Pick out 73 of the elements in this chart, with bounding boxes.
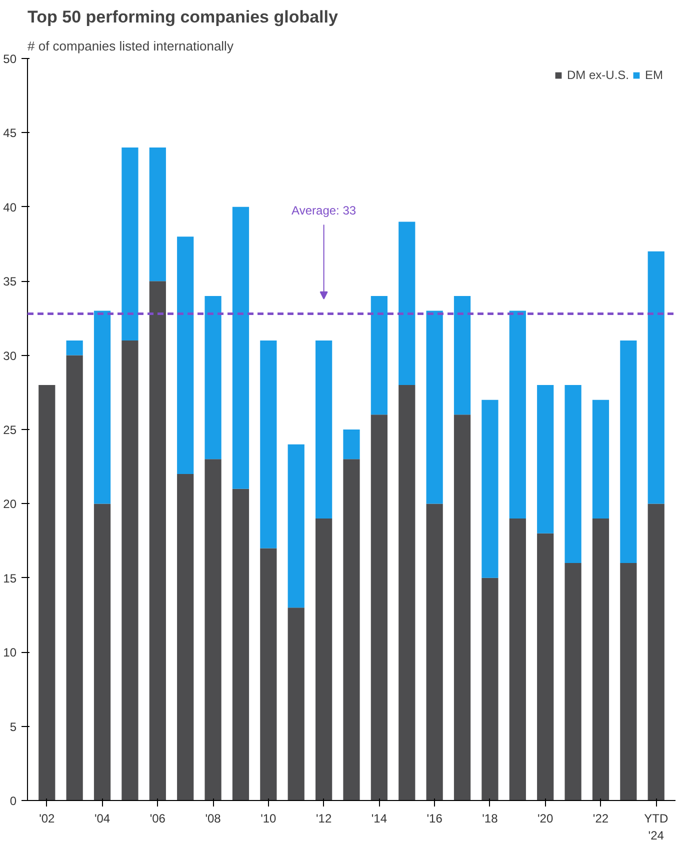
bar <box>177 236 194 474</box>
y-tick-label: 5 <box>10 720 17 734</box>
bar <box>592 518 610 800</box>
bar <box>620 563 637 800</box>
x-tick-label: '06 <box>150 812 166 826</box>
bar <box>288 444 304 608</box>
bar <box>177 474 194 800</box>
y-tick-label: 30 <box>3 348 17 363</box>
bar <box>564 563 582 800</box>
bar <box>94 310 111 504</box>
bar <box>537 384 554 534</box>
bar <box>454 414 471 800</box>
chart-subtitle: # of companies listed internationally <box>28 38 234 54</box>
bar <box>537 533 554 800</box>
bar <box>288 608 304 800</box>
bar <box>316 340 332 519</box>
bar <box>620 340 637 564</box>
chart-title: Top 50 performing companies globally <box>28 8 339 26</box>
legend-label: EM <box>645 68 664 82</box>
bar <box>66 355 83 800</box>
bar <box>260 340 277 548</box>
x-tick-label: '14 <box>371 812 388 826</box>
y-tick-label: 0 <box>10 794 17 808</box>
y-tick-label: 45 <box>3 126 17 140</box>
bar <box>232 206 250 489</box>
legend-label: DM ex-U.S. <box>566 68 629 82</box>
y-tick-label: 15 <box>3 571 17 586</box>
bar <box>122 340 138 800</box>
bar <box>564 384 582 564</box>
bar <box>66 340 83 356</box>
x-tick-label: '18 <box>482 812 498 826</box>
bar <box>204 459 222 800</box>
bar <box>509 518 526 800</box>
bar <box>343 459 360 800</box>
x-tick-label: '04 <box>94 812 110 826</box>
x-tick-label: '08 <box>205 812 222 826</box>
bar <box>509 310 526 519</box>
y-tick-label: 40 <box>3 200 17 214</box>
bar <box>398 222 416 385</box>
x-tick-label: '22 <box>592 812 609 826</box>
x-tick-label: '16 <box>426 812 443 826</box>
bar <box>149 281 166 800</box>
bar <box>426 310 443 504</box>
y-tick-label: 50 <box>3 52 17 66</box>
bar <box>482 578 498 800</box>
bar <box>454 296 471 415</box>
bar <box>204 296 222 460</box>
x-tick-label: '10 <box>260 812 277 826</box>
bar <box>370 296 388 415</box>
y-tick-label: 10 <box>3 646 17 660</box>
y-tick-label: 25 <box>3 423 17 437</box>
x-tick-label: '02 <box>39 812 56 826</box>
bar <box>426 504 443 800</box>
bar <box>122 148 138 340</box>
y-tick-label: 20 <box>3 497 17 512</box>
x-tick-label: '12 <box>316 812 332 826</box>
bar <box>648 504 664 800</box>
x-tick-label: YTD '24 <box>644 812 668 842</box>
bar <box>592 400 610 519</box>
x-tick-label: '20 <box>538 812 554 826</box>
bar <box>38 384 56 800</box>
bar <box>94 504 111 800</box>
bar <box>316 518 332 800</box>
bar <box>370 414 388 800</box>
bar <box>482 400 498 578</box>
bar <box>149 148 166 282</box>
bar <box>343 430 360 460</box>
y-tick-label: 35 <box>3 274 17 289</box>
bar <box>398 384 416 800</box>
bar <box>648 251 664 504</box>
bar <box>232 488 250 800</box>
bar <box>260 548 277 800</box>
ref-line-label: Average: 33 <box>292 203 356 218</box>
